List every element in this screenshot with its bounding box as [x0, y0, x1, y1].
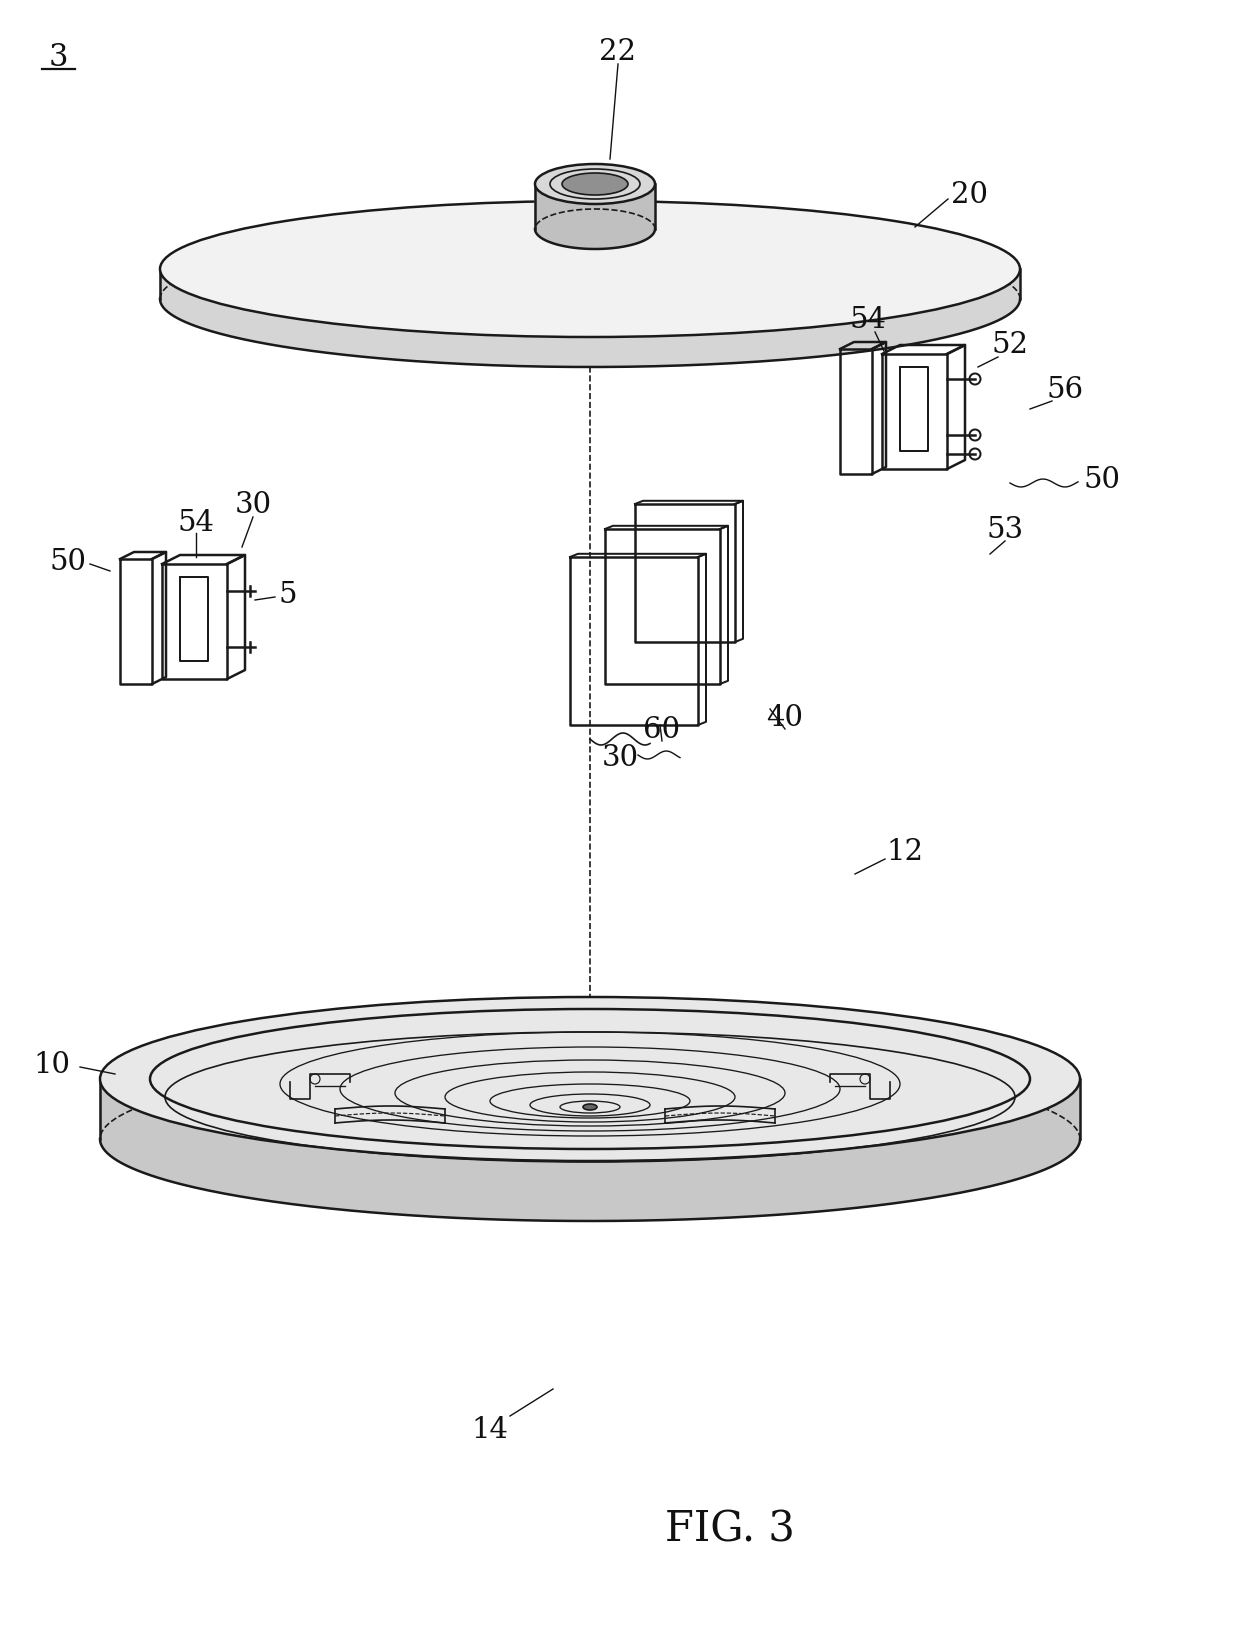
Text: 30: 30	[234, 490, 272, 518]
Text: 54: 54	[849, 306, 887, 334]
Text: 54: 54	[177, 508, 215, 536]
Ellipse shape	[160, 202, 1021, 338]
Polygon shape	[534, 185, 655, 249]
Text: 52: 52	[992, 331, 1028, 359]
Text: 56: 56	[1047, 375, 1084, 403]
Text: 20: 20	[951, 180, 988, 208]
Text: 14: 14	[471, 1414, 508, 1442]
Text: 3: 3	[48, 43, 68, 74]
Text: 10: 10	[33, 1051, 71, 1078]
Ellipse shape	[100, 998, 1080, 1162]
Polygon shape	[160, 270, 1021, 367]
Text: 30: 30	[601, 744, 639, 772]
Ellipse shape	[562, 174, 627, 197]
Text: 60: 60	[644, 716, 681, 744]
Text: 22: 22	[599, 38, 636, 66]
Text: 50: 50	[1084, 465, 1121, 493]
Text: 53: 53	[987, 516, 1023, 544]
Text: 40: 40	[766, 703, 804, 731]
Ellipse shape	[583, 1105, 596, 1110]
Text: 12: 12	[887, 838, 924, 865]
Polygon shape	[100, 1080, 1080, 1221]
Text: 50: 50	[50, 547, 87, 575]
Text: 5: 5	[279, 580, 298, 608]
Text: FIG. 3: FIG. 3	[665, 1508, 795, 1550]
Ellipse shape	[534, 166, 655, 205]
